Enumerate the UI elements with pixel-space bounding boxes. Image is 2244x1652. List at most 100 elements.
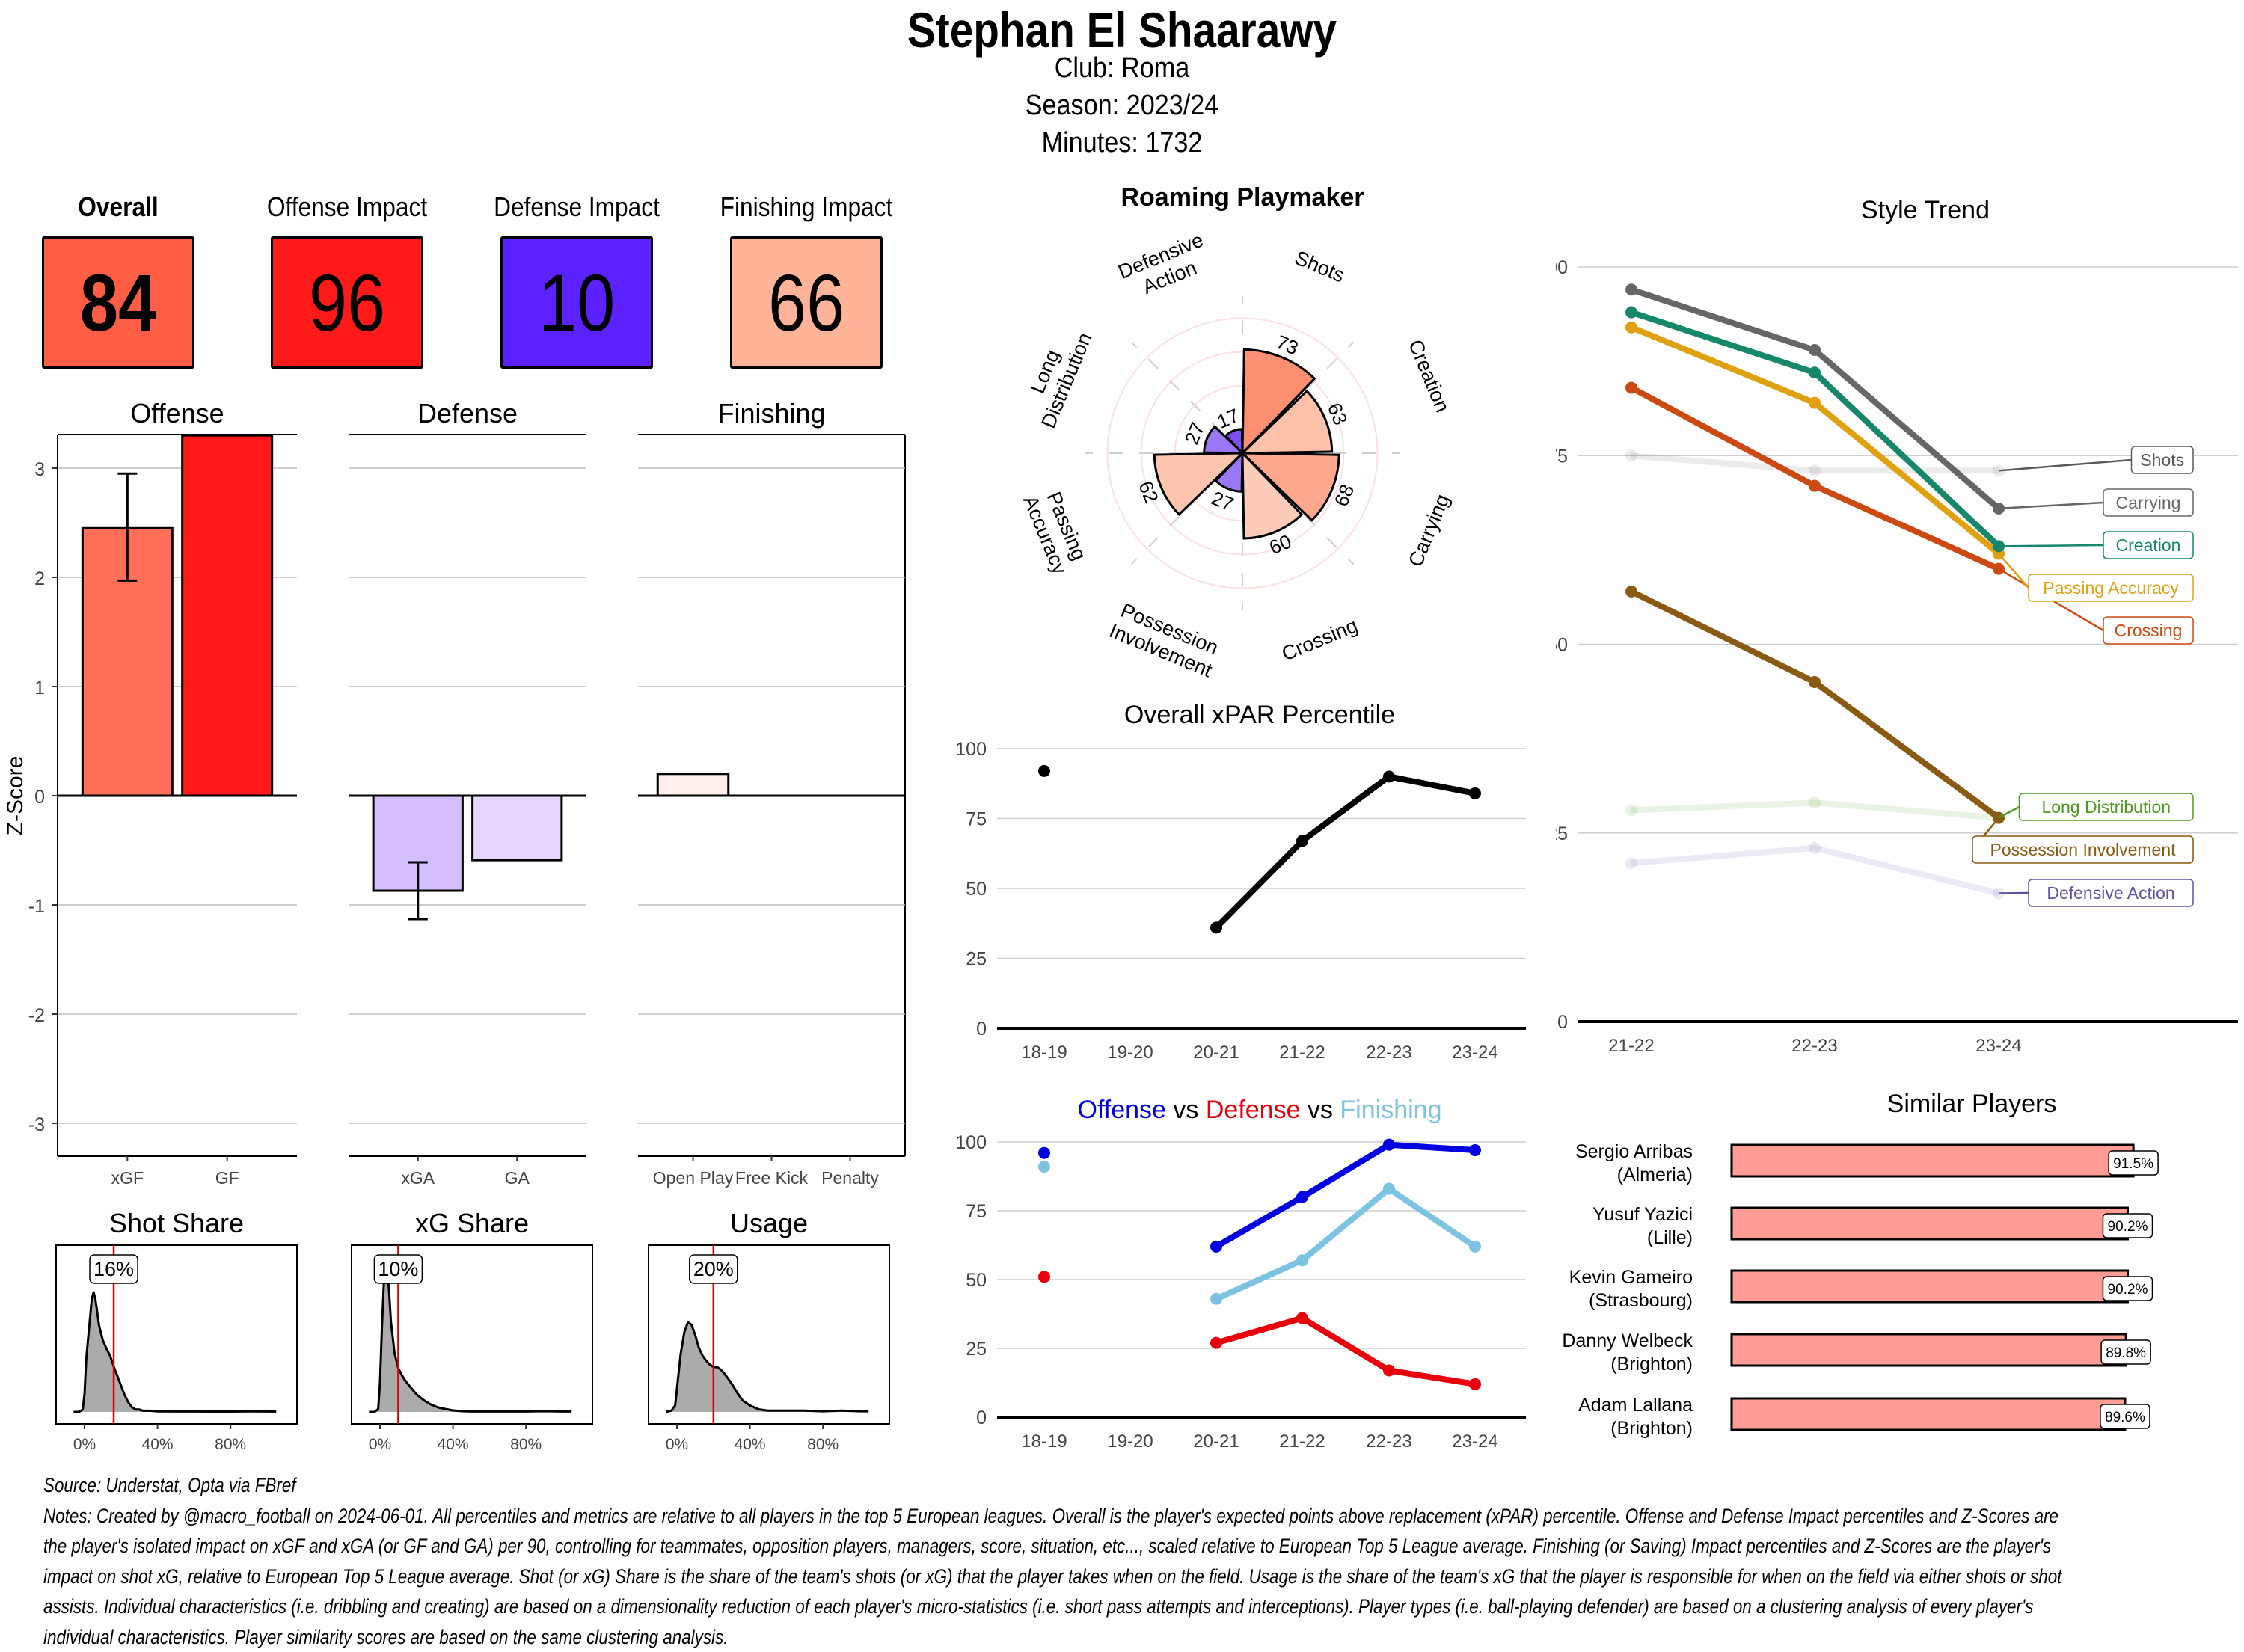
data-point-crossing	[1625, 381, 1637, 393]
x-tick-label: 19-20	[1107, 1043, 1153, 1063]
y-tick-label: 0	[976, 1019, 987, 1040]
player-name-title: Stephan El Shaarawy	[157, 1, 2087, 58]
y-tick-label: -2	[28, 1005, 45, 1026]
score-value: 96	[309, 256, 385, 349]
chart-title: Overall xPAR Percentile	[1124, 701, 1395, 729]
x-tick-label: 22-23	[1366, 1431, 1411, 1451]
series-label-shots: Shots	[2140, 450, 2184, 470]
x-tick-label: 20-21	[1193, 1043, 1239, 1063]
score-value: 66	[768, 256, 844, 349]
bar-gf	[183, 435, 272, 796]
club-line: Club: Roma	[112, 52, 2132, 85]
data-point-overall	[1038, 765, 1050, 777]
similarity-value: 90.2%	[2108, 1219, 2148, 1235]
x-tick-label: 22-23	[1791, 1036, 1837, 1056]
series-line-overall	[1216, 776, 1475, 927]
x-tick-label: 21-22	[1608, 1036, 1654, 1056]
data-point-overall	[1210, 921, 1222, 933]
x-tick-label: GA	[505, 1168, 530, 1188]
label-leader-line	[1999, 807, 2020, 818]
x-tick-label: Open Play	[653, 1168, 734, 1188]
title-part-finishing: Finishing	[1333, 1096, 1442, 1124]
data-point-passing-accuracy	[1809, 397, 1821, 409]
score-box-defense-impact: 10	[500, 236, 653, 369]
title-part-vs: vs	[1166, 1096, 1198, 1124]
similarity-bar	[1732, 1208, 2127, 1239]
series-label-creation: Creation	[2116, 535, 2181, 555]
y-tick-label: 100	[1556, 257, 1568, 278]
similar-player-club: (Strasbourg)	[1589, 1290, 1693, 1311]
minutes-line: Minutes: 1732	[112, 127, 2132, 159]
y-tick-label: 50	[966, 1270, 987, 1291]
x-tick-label: 19-20	[1107, 1431, 1153, 1451]
x-tick-label: GF	[215, 1168, 239, 1188]
label-leader-line	[1999, 503, 2103, 509]
score-title-finishing-impact: Finishing Impact	[708, 191, 905, 223]
x-tick-label: 80%	[510, 1436, 542, 1453]
facet-title: Offense	[130, 398, 224, 429]
series-line-defensive-action	[1631, 848, 1999, 894]
bar-open-play	[657, 774, 729, 796]
data-point-finishing	[1469, 1241, 1481, 1253]
y-tick-label: 2	[34, 568, 45, 589]
similar-player-name: Adam Lallana	[1578, 1395, 1693, 1416]
y-tick-label: 75	[966, 809, 987, 830]
series-line-passing-accuracy	[1631, 328, 1999, 554]
series-label-passing-accuracy: Passing Accuracy	[2043, 578, 2179, 598]
y-tick-label: 25	[966, 1339, 987, 1360]
series-line-crossing	[1631, 387, 1999, 568]
series-line-possession-involvement	[1631, 592, 1999, 818]
density-area	[73, 1292, 276, 1412]
y-tick-label: 0	[34, 787, 45, 808]
x-tick-label: 22-23	[1366, 1043, 1411, 1063]
score-box-offense-impact: 96	[271, 236, 423, 369]
x-tick-label: 21-22	[1279, 1431, 1325, 1451]
similar-player-club: (Almeria)	[1617, 1164, 1693, 1185]
score-box-finishing-impact: 66	[730, 236, 883, 369]
y-tick-label: 75	[1556, 446, 1568, 467]
data-point-defense	[1296, 1312, 1308, 1324]
score-title-offense-impact: Offense Impact	[248, 191, 446, 223]
series-line-offense	[1216, 1145, 1475, 1247]
y-tick-label: 50	[966, 879, 987, 900]
data-point-offense	[1038, 1147, 1050, 1159]
data-point-finishing	[1296, 1254, 1308, 1266]
data-point-offense	[1296, 1191, 1308, 1203]
data-point-defensive-action	[1809, 842, 1821, 854]
data-point-overall	[1383, 770, 1395, 782]
similarity-value: 89.8%	[2106, 1345, 2146, 1361]
x-tick-label: 18-19	[1021, 1043, 1067, 1063]
data-point-overall	[1469, 787, 1481, 799]
y-tick-label: 25	[1556, 823, 1568, 844]
data-point-defense	[1210, 1337, 1222, 1349]
data-point-creation	[1809, 366, 1821, 378]
polar-category-text: Shots	[1292, 246, 1348, 286]
polar-title: Roaming Playmaker	[1121, 183, 1364, 212]
data-point-shots	[1625, 449, 1637, 461]
x-tick-label: 0%	[73, 1436, 96, 1453]
data-point-offense	[1210, 1241, 1222, 1253]
x-tick-label: 23-24	[1975, 1036, 2021, 1056]
x-tick-label: xGF	[111, 1168, 144, 1188]
data-point-defense	[1383, 1364, 1395, 1376]
polar-category-text: Crossing	[1278, 614, 1361, 665]
y-tick-label: 75	[966, 1201, 987, 1222]
y-tick-label: 1	[34, 678, 45, 698]
density-title: Shot Share	[109, 1208, 244, 1238]
data-point-carrying	[1625, 283, 1637, 295]
polar-category-label: Crossing	[1278, 614, 1361, 665]
similarity-value: 90.2%	[2108, 1282, 2148, 1298]
similarity-value: 89.6%	[2105, 1410, 2145, 1425]
y-tick-label: 0	[1557, 1012, 1568, 1033]
similar-player-club: (Brighton)	[1610, 1418, 1693, 1439]
data-point-possession-involvement	[1809, 676, 1821, 688]
notes-line: individual characteristics. Player simil…	[43, 1622, 2216, 1652]
similar-player-name: Kevin Gameiro	[1569, 1267, 1693, 1288]
series-line-finishing	[1216, 1189, 1475, 1299]
density-title: Usage	[730, 1208, 808, 1238]
series-label-defensive-action: Defensive Action	[2047, 883, 2174, 903]
